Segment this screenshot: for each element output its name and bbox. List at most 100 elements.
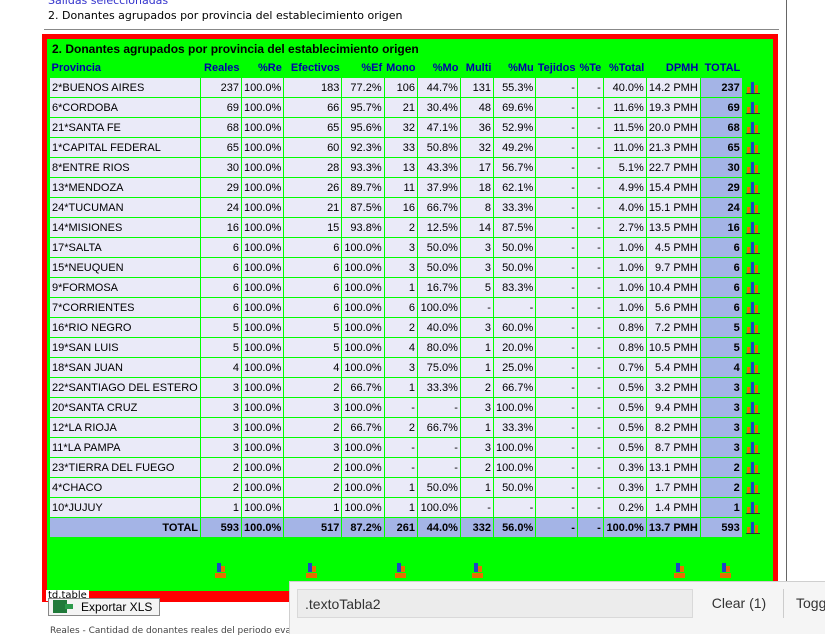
table-cell: 95.7% <box>341 97 385 118</box>
row-chart-button[interactable] <box>742 357 765 378</box>
table-cell: 1.0% <box>602 237 647 258</box>
table-cell: 6 <box>699 277 743 298</box>
mini-chart-icon[interactable] <box>215 563 226 579</box>
province-cell: 15*NEUQUEN <box>49 257 201 278</box>
table-cell: 66.7% <box>341 417 385 438</box>
table-row: 15*NEUQUEN 6 100.0% 6 100.0% 3 50.0% 3 50.0% - -1.… <box>49 257 765 278</box>
table-cell: 1 <box>459 477 494 498</box>
table-cell: - <box>535 457 578 478</box>
table-cell: 60 <box>283 137 343 158</box>
table-cell: 44.0% <box>416 517 461 538</box>
table-cell: 2 <box>283 477 343 498</box>
bar-chart-icon <box>745 201 761 214</box>
bar-chart-icon <box>745 221 761 234</box>
row-chart-button[interactable] <box>742 377 765 398</box>
table-cell: 100.0% <box>240 177 285 198</box>
toggle-button[interactable]: Toggle <box>796 595 825 611</box>
row-chart-button[interactable] <box>742 517 765 538</box>
table-cell: - <box>576 117 604 138</box>
table-cell: 25.0% <box>492 357 537 378</box>
table-cell: 24 <box>699 197 743 218</box>
table-cell: 100.0% <box>240 197 285 218</box>
row-chart-button[interactable] <box>742 197 765 218</box>
column-header: Multi <box>460 59 494 78</box>
row-chart-button[interactable] <box>742 297 765 318</box>
mini-chart-icon[interactable] <box>395 563 406 579</box>
table-cell: 13.7 PMH <box>645 517 701 538</box>
column-header: Efectivos <box>283 59 342 78</box>
mini-chart-icon[interactable] <box>674 563 685 579</box>
mini-chart-icon[interactable] <box>720 563 731 579</box>
export-xls-button[interactable]: Exportar XLS <box>48 598 160 616</box>
table-cell: 4.0% <box>602 197 647 218</box>
table-cell: 5 <box>200 337 242 358</box>
element-tag-label: td.table <box>46 590 89 601</box>
table-cell: 3 <box>699 437 743 458</box>
row-chart-button[interactable] <box>742 97 765 118</box>
table-cell: 16.7% <box>416 277 461 298</box>
row-chart-button[interactable] <box>742 157 765 178</box>
column-header: Reales <box>200 59 242 78</box>
table-cell: 0.8% <box>602 337 647 358</box>
row-chart-button[interactable] <box>742 117 765 138</box>
table-cell: 0.5% <box>602 437 647 458</box>
table-cell: 36 <box>459 117 494 138</box>
row-chart-button[interactable] <box>742 257 765 278</box>
table-cell: 77.2% <box>341 77 385 98</box>
mini-chart-icon[interactable] <box>472 563 483 579</box>
row-chart-button[interactable] <box>742 277 765 298</box>
table-cell: 66.7% <box>416 417 461 438</box>
province-cell: 21*SANTA FE <box>49 117 201 138</box>
salidas-link[interactable]: Salidas seleccionadas <box>48 0 169 7</box>
row-chart-button[interactable] <box>742 457 765 478</box>
table-row: 1*CAPITAL FEDERAL 65 100.0% 60 92.3% 33 50.8% 3… <box>49 137 765 158</box>
table-cell: 3 <box>459 437 494 458</box>
row-chart-button[interactable] <box>742 237 765 258</box>
table-cell: 48 <box>459 97 494 118</box>
table-cell: 100.0% <box>240 497 285 518</box>
table-cell: 93.8% <box>341 217 385 238</box>
row-chart-button[interactable] <box>742 77 765 98</box>
row-chart-button[interactable] <box>742 317 765 338</box>
table-cell: 52.9% <box>492 117 537 138</box>
table-cell: - <box>576 277 604 298</box>
table-cell: - <box>576 417 604 438</box>
row-chart-button[interactable] <box>742 497 765 518</box>
table-row: 23*TIERRA DEL FUEGO 2 100.0% 2 100.0% - -2 100.… <box>49 457 765 478</box>
table-cell: 6 <box>699 237 743 258</box>
table-row: 10*JUJUY 1 100.0% 1 100.0% 1 100.0% - - - -0.2% 1.4… <box>49 497 765 518</box>
row-chart-button[interactable] <box>742 137 765 158</box>
row-chart-button[interactable] <box>742 477 765 498</box>
table-cell: - <box>416 437 461 458</box>
table-cell: 24 <box>200 197 242 218</box>
province-cell: 9*FORMOSA <box>49 277 201 298</box>
table-cell: 106 <box>383 77 418 98</box>
row-chart-button[interactable] <box>742 337 765 358</box>
table-cell: 3 <box>699 377 743 398</box>
table-cell: 62.1% <box>492 177 537 198</box>
province-cell: 20*SANTA CRUZ <box>49 397 201 418</box>
clear-button[interactable]: Clear (1) <box>711 595 767 611</box>
row-chart-button[interactable] <box>742 437 765 458</box>
table-cell: - <box>535 517 578 538</box>
province-cell: 10*JUJUY <box>49 497 201 518</box>
table-row: 20*SANTA CRUZ 3 100.0% 3 100.0% - -3 100.0% - -0.… <box>49 397 765 418</box>
table-cell: 69 <box>699 97 743 118</box>
row-chart-button[interactable] <box>742 417 765 438</box>
table-cell: - <box>576 517 604 538</box>
table-cell: 100.0% <box>240 517 285 538</box>
table-cell: 9.7 PMH <box>645 257 701 278</box>
mini-chart-icon[interactable] <box>306 563 317 579</box>
selector-input[interactable]: .textoTabla2 <box>297 589 693 618</box>
row-chart-button[interactable] <box>742 217 765 238</box>
table-cell: 21 <box>383 97 418 118</box>
table-cell: 5.6 PMH <box>645 297 701 318</box>
row-chart-button[interactable] <box>742 397 765 418</box>
table-cell: 2 <box>200 457 242 478</box>
table-cell: 37.9% <box>416 177 461 198</box>
column-header: %Mu <box>493 59 536 78</box>
table-cell: - <box>492 297 537 318</box>
row-chart-button[interactable] <box>742 177 765 198</box>
table-cell: 2 <box>699 457 743 478</box>
table-cell: 12.5% <box>416 217 461 238</box>
